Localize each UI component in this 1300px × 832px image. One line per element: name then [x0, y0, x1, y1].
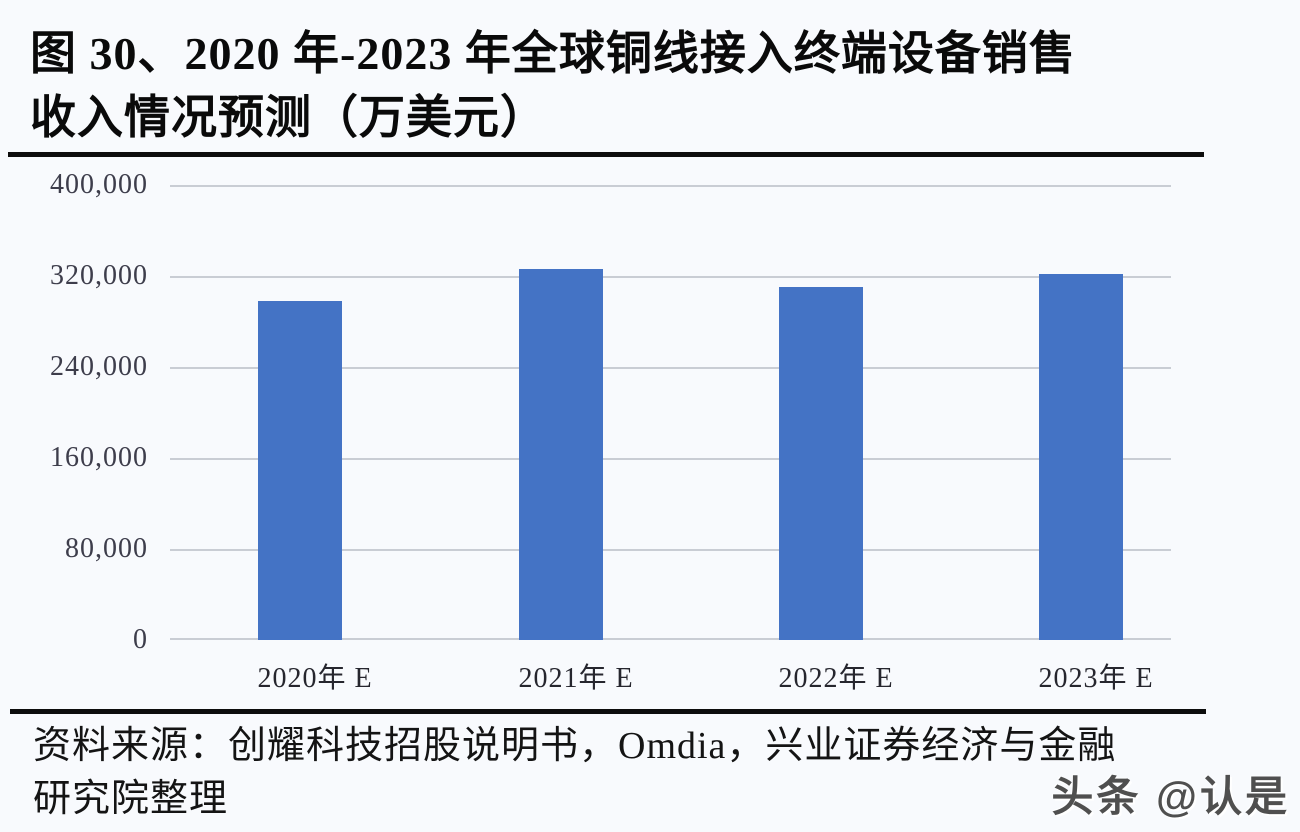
bar-2021年 E [519, 269, 603, 640]
gridline [170, 185, 1171, 187]
x-tick-label: 2023年 E [1038, 663, 1154, 694]
gridline [170, 458, 1171, 460]
y-tick-label: 400,000 [50, 169, 148, 200]
bar-chart-plot-area [170, 185, 1171, 640]
y-tick-label: 320,000 [50, 260, 148, 291]
title-divider-line [8, 152, 1204, 157]
x-axis-labels: 2020年 E 2021年 E 2022年 E 2023年 E [170, 656, 1171, 696]
gridline [170, 276, 1171, 278]
x-tick-label: 2021年 E [518, 663, 634, 694]
source-divider-line [10, 709, 1206, 714]
watermark: 头条 @认是 [1051, 773, 1290, 820]
bar-2023年 E [1039, 273, 1123, 640]
y-tick-label: 240,000 [50, 351, 148, 382]
bar-2022年 E [779, 287, 863, 640]
source-note: 资料来源：创耀科技招股说明书，Omdia，兴业证券经济与金融 研究院整理 [33, 720, 1116, 826]
gridline [170, 367, 1171, 369]
figure-title: 图 30、2020 年-2023 年全球铜线接入终端设备销售 收入情况预测（万美… [30, 22, 1076, 150]
figure-title-line1: 图 30、2020 年-2023 年全球铜线接入终端设备销售 [30, 28, 1076, 79]
gridline [170, 549, 1171, 551]
source-note-line1: 资料来源：创耀科技招股说明书，Omdia，兴业证券经济与金融 [33, 725, 1117, 767]
y-axis-labels: 0 80,000 160,000 240,000 320,000 400,000 [0, 169, 148, 655]
gridline [170, 638, 1171, 640]
x-tick-label: 2022年 E [778, 663, 894, 694]
y-tick-label: 0 [133, 624, 148, 655]
x-tick-label: 2020年 E [257, 663, 373, 694]
y-tick-label: 80,000 [65, 533, 148, 564]
source-note-line2: 研究院整理 [33, 778, 229, 820]
figure-title-line2: 收入情况预测（万美元） [30, 92, 547, 143]
y-tick-label: 160,000 [50, 442, 148, 473]
bar-2020年 E [258, 301, 342, 640]
